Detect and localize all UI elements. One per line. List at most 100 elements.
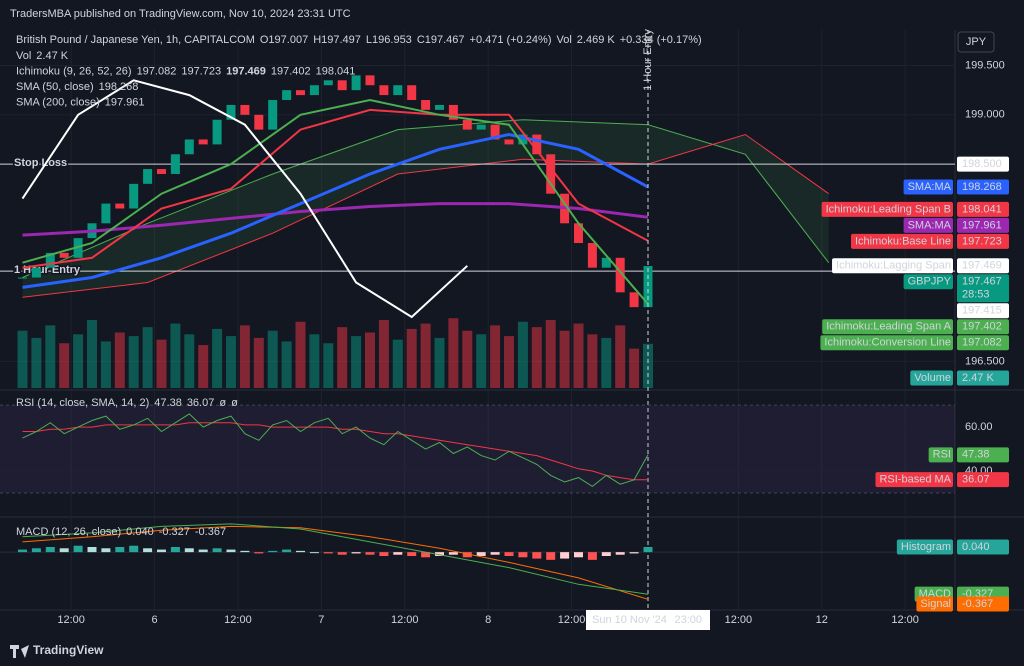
volume-bar [531, 327, 542, 388]
volume-bar [281, 341, 292, 388]
candle-body [59, 252, 69, 258]
candle-body [18, 277, 27, 279]
tag-value: 2.47 K [962, 372, 994, 384]
volume-bar [378, 319, 389, 388]
tag-value-box [957, 319, 1009, 335]
candle-body [546, 154, 556, 194]
tag-value-box [957, 472, 1009, 488]
tag-name-box [820, 335, 953, 351]
volume-bar [490, 325, 501, 388]
tag-name-box [928, 447, 953, 463]
volume-bar [517, 321, 528, 388]
candle-body [435, 104, 444, 110]
tag-name-box [821, 201, 953, 217]
legend-text: 2.47 K [36, 50, 68, 62]
tag-value: 197.415 [962, 305, 1002, 317]
volume-bar [239, 325, 250, 388]
tag-value-box [957, 156, 1009, 172]
volume-bar [351, 336, 362, 388]
legend-text: 198.041 [316, 65, 356, 77]
volume-bar [601, 337, 612, 388]
histogram-bar [629, 552, 639, 554]
volume-bar [504, 336, 514, 388]
x-tick-label: 12:00 [891, 614, 919, 626]
candle-body [184, 139, 194, 155]
histogram-bar [296, 550, 305, 553]
histogram-bar [476, 552, 486, 556]
currency-button[interactable] [957, 31, 995, 53]
currency[interactable]: JPY [966, 36, 987, 48]
volume-bar [323, 343, 334, 388]
candle-body [587, 243, 597, 268]
legend-text: Vol [16, 50, 31, 62]
volume-bar [253, 337, 264, 388]
tag-name-box [832, 258, 953, 274]
candle-body [157, 169, 166, 174]
volume-bar [629, 348, 640, 388]
tag-name: Ichimoku:Leading Span B [826, 203, 951, 215]
candle-body [101, 203, 111, 224]
legend-text: 0.040 [126, 526, 154, 538]
volume-bar [184, 334, 195, 388]
histogram-bar [462, 552, 472, 558]
histogram-bar [184, 548, 194, 553]
legend-text: +0.471 (+0.24%) [470, 34, 552, 46]
tag-name: Volume [914, 372, 951, 384]
legend-text: ø [219, 397, 226, 409]
volume-bar [31, 337, 42, 388]
volume-bar [45, 325, 56, 388]
candle-body [240, 104, 250, 115]
leading-span-b [22, 133, 829, 298]
candle-body [448, 104, 458, 120]
volume-bar [142, 327, 153, 388]
tag-value-box [957, 274, 1009, 303]
legend-text: 197.082 [137, 65, 177, 77]
tag-name-box [851, 233, 953, 249]
tag-value: 197.723 [962, 235, 1002, 247]
histogram-bar [421, 552, 431, 558]
conversion-line [22, 98, 649, 305]
x-tick-label: 8 [485, 614, 491, 626]
tag-value-box [957, 596, 1009, 612]
candle-body [629, 292, 639, 308]
legend-text: SMA (200, close) [16, 96, 100, 108]
y-tick-label: 60.00 [965, 421, 993, 433]
histogram-bar [31, 548, 41, 553]
histogram-bar [254, 552, 264, 554]
histogram-bar [504, 552, 514, 556]
tag-value-box [957, 447, 1009, 463]
candle-body [198, 139, 208, 145]
tag-value: -0.367 [962, 598, 993, 610]
volume-bar [643, 343, 653, 388]
tag-value-box [957, 370, 1009, 386]
histogram-bar [337, 552, 347, 555]
legend-text: Ichimoku (9, 26, 52, 26) [16, 65, 132, 77]
volume-bar [114, 332, 125, 388]
candle-body [170, 154, 180, 174]
volume-bar [73, 334, 84, 388]
volume-bar [17, 330, 28, 388]
x-tick-label: 6 [151, 614, 157, 626]
lagging-span [21, 79, 468, 319]
volume-bar [267, 330, 278, 388]
macd-line [22, 523, 649, 595]
legend-text: 47.38 [154, 397, 182, 409]
cursor-box [586, 610, 710, 630]
tag-value: 36.07 [962, 474, 990, 486]
legend-text: 36.07 [187, 397, 215, 409]
legend-text: 197.961 [105, 96, 145, 108]
histogram-bar [574, 552, 583, 558]
sma-50 [22, 132, 649, 289]
legend-text: L196.953 [366, 34, 412, 46]
legend-text: 2.469 K [577, 34, 616, 46]
volume-bar [226, 336, 236, 388]
legend-text: H197.497 [313, 34, 361, 46]
tag-value-box [957, 233, 1009, 249]
tag-value-box [957, 201, 1009, 217]
histogram-bar [518, 552, 528, 558]
histogram-bar [560, 552, 570, 559]
footer [0, 640, 1024, 666]
tag-value: 197.469 [962, 260, 1002, 272]
volume-bar [198, 345, 209, 388]
legend-text: 198.268 [99, 81, 139, 93]
